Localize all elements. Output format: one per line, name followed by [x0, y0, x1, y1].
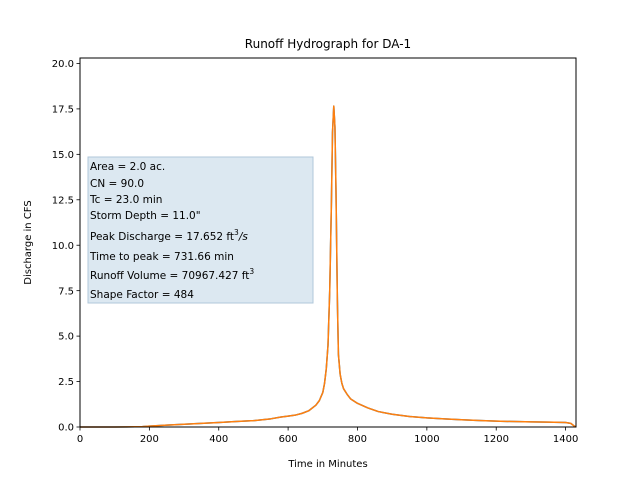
- y-tick-label: 20.0: [52, 59, 74, 70]
- x-tick-label: 1000: [414, 434, 439, 445]
- y-tick-label: 15.0: [52, 150, 74, 161]
- chart-title: Runoff Hydrograph for DA-1: [245, 37, 411, 51]
- y-tick-label: 0.0: [58, 423, 74, 434]
- y-tick-label: 2.5: [58, 377, 74, 388]
- x-tick-label: 1200: [483, 434, 508, 445]
- info-line: CN = 90.0: [90, 178, 144, 190]
- y-axis: 0.0 2.5 5.0 7.5 10.0 12.5 15.0 17.5 20.0: [52, 59, 80, 434]
- y-tick-label: 10.0: [52, 241, 74, 252]
- y-axis-label: Discharge in CFS: [23, 200, 34, 284]
- info-line: Storm Depth = 11.0": [90, 210, 201, 222]
- plot-frame: [79, 57, 577, 428]
- y-tick-label: 17.5: [52, 104, 74, 115]
- x-axis-label: Time in Minutes: [287, 459, 367, 470]
- series-line-2: [80, 105, 577, 428]
- info-line: Time to peak = 731.66 min: [89, 251, 234, 263]
- y-tick-label: 7.5: [58, 286, 74, 297]
- x-tick-label: 800: [348, 434, 367, 445]
- x-tick-label: 1400: [553, 434, 578, 445]
- info-line: Shape Factor = 484: [90, 289, 194, 301]
- x-tick-label: 600: [279, 434, 298, 445]
- y-tick-label: 12.5: [52, 195, 74, 206]
- y-tick-label: 5.0: [58, 332, 74, 343]
- x-tick-label: 0: [77, 434, 83, 445]
- info-line: Area = 2.0 ac.: [90, 161, 165, 173]
- info-line: Tc = 23.0 min: [89, 194, 162, 206]
- x-axis: 0 200 400 600 800 1000 1200 1400: [77, 427, 578, 445]
- info-box-background: [87, 156, 314, 304]
- x-tick-label: 400: [209, 434, 228, 445]
- info-box: Area = 2.0 ac. CN = 90.0 Tc = 23.0 min Stor…: [87, 156, 314, 304]
- info-line: Peak Discharge = 17.652 ft3/s: [90, 228, 248, 243]
- series-layer: [80, 105, 577, 428]
- x-tick-label: 200: [140, 434, 159, 445]
- info-line: Runoff Volume = 70967.427 ft3: [90, 267, 254, 282]
